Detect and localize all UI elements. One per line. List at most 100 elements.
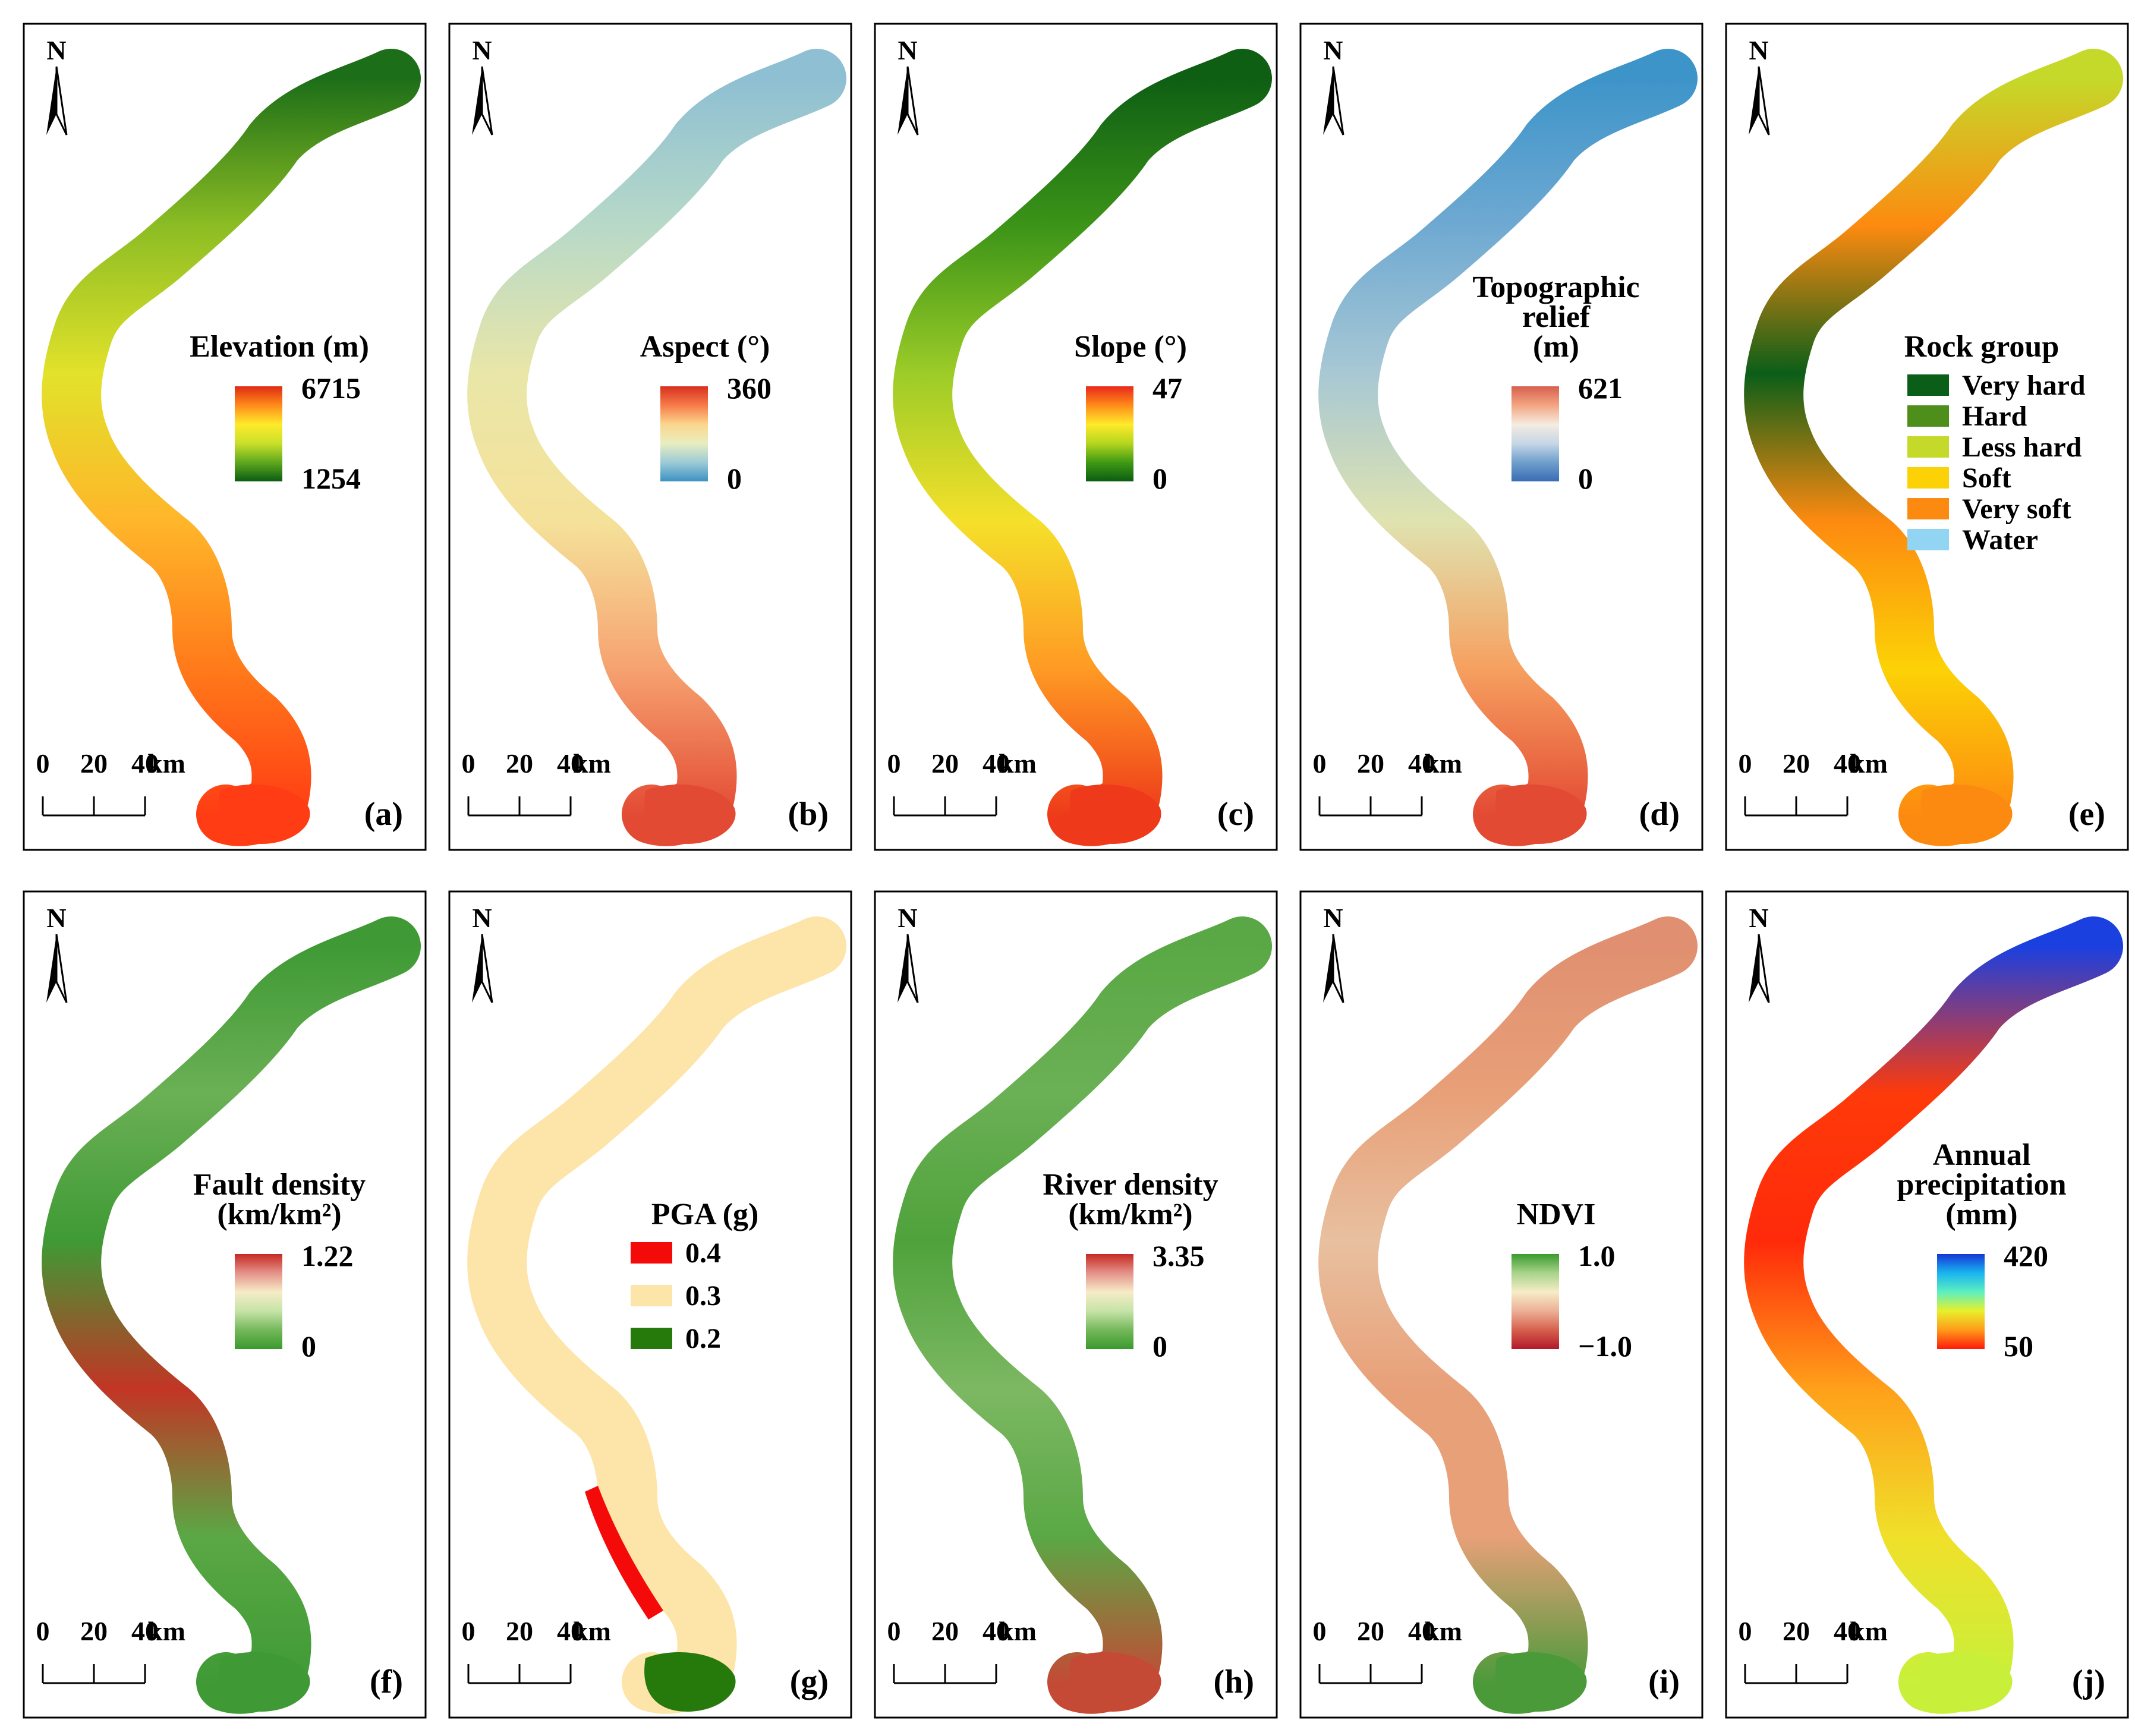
legend-class-label: 0.3 bbox=[685, 1280, 721, 1312]
north-arrow-right bbox=[481, 66, 493, 136]
scale-tick-label: 0 bbox=[887, 748, 901, 779]
north-arrow-icon: N bbox=[1323, 903, 1344, 1003]
legend-max: 360 bbox=[727, 371, 772, 405]
scale-unit: km bbox=[1850, 748, 1888, 779]
legend-class-label: Water bbox=[1962, 524, 2038, 556]
legend-class-label: Less hard bbox=[1962, 431, 2082, 463]
legend-title: precipitation bbox=[1897, 1168, 2066, 1202]
legend-min: 0 bbox=[727, 462, 742, 495]
study-area bbox=[467, 916, 846, 1714]
north-arrow-left bbox=[898, 67, 908, 135]
scale-tick-label: 20 bbox=[506, 748, 533, 779]
corridor-end bbox=[1495, 1652, 1587, 1712]
north-arrow-icon: N bbox=[1749, 903, 1770, 1003]
legend-max: 621 bbox=[1578, 371, 1623, 405]
legend-ramp bbox=[1937, 1254, 1985, 1349]
panel-label: (h) bbox=[1214, 1663, 1254, 1700]
scale-tick-label: 0 bbox=[36, 1616, 50, 1646]
north-label: N bbox=[472, 903, 492, 933]
scale-tick-label: 0 bbox=[462, 748, 476, 779]
legend: Slope (°) 47 0 bbox=[1074, 330, 1187, 495]
legend-max: 47 bbox=[1152, 371, 1182, 405]
legend-min: 0 bbox=[1152, 462, 1167, 495]
corridor-band bbox=[467, 916, 846, 1714]
north-arrow-left bbox=[1323, 67, 1333, 135]
legend-class-label: Very hard bbox=[1962, 370, 2086, 401]
legend-max: 1.22 bbox=[301, 1239, 354, 1272]
study-area bbox=[42, 49, 421, 846]
panel-label: (e) bbox=[2068, 796, 2105, 833]
scale-unit: km bbox=[1424, 748, 1462, 779]
scale-tick-label: 20 bbox=[506, 1616, 533, 1646]
study-area bbox=[467, 49, 846, 846]
study-area bbox=[893, 916, 1272, 1714]
scale-tick-label: 0 bbox=[36, 748, 50, 779]
scale-unit: km bbox=[1424, 1616, 1462, 1646]
north-arrow-left bbox=[898, 934, 908, 1003]
corridor-end bbox=[1070, 1652, 1161, 1712]
scale-unit: km bbox=[147, 1616, 185, 1646]
legend-title: (km/km²) bbox=[1068, 1198, 1192, 1231]
legend: Elevation (m) 6715 1254 bbox=[190, 330, 369, 495]
panel-label: (g) bbox=[790, 1663, 829, 1700]
scale-tick-label: 40 bbox=[983, 748, 1010, 779]
legend-ramp bbox=[660, 386, 708, 481]
north-label: N bbox=[472, 35, 492, 65]
scale-unit: km bbox=[999, 1616, 1037, 1646]
legend-min: 0 bbox=[1152, 1329, 1167, 1363]
scale-tick-label: 20 bbox=[1783, 748, 1810, 779]
scale-tick-label: 20 bbox=[1783, 1616, 1810, 1646]
scale-tick-label: 40 bbox=[131, 748, 159, 779]
panel-label: (c) bbox=[1217, 796, 1254, 833]
legend: NDVI 1.0 −1.0 bbox=[1511, 1198, 1632, 1363]
north-arrow-icon: N bbox=[46, 35, 68, 136]
corridor-band bbox=[1318, 49, 1698, 846]
legend-title: (mm) bbox=[1945, 1198, 2017, 1231]
legend-swatch bbox=[1907, 436, 1949, 458]
north-arrow-right bbox=[1758, 934, 1770, 1003]
north-arrow-right bbox=[1758, 66, 1770, 136]
scale-unit: km bbox=[999, 748, 1037, 779]
legend: Fault density(km/km²) 1.22 0 bbox=[193, 1168, 366, 1363]
corridor-end bbox=[1070, 784, 1161, 844]
scale-unit: km bbox=[1850, 1616, 1888, 1646]
legend: Aspect (°) 360 0 bbox=[640, 330, 772, 495]
legend-max: 3.35 bbox=[1152, 1239, 1205, 1272]
corridor-band bbox=[42, 49, 421, 846]
legend-min: 1254 bbox=[301, 462, 361, 495]
legend-min: 0 bbox=[1578, 462, 1593, 495]
legend-title: Annual bbox=[1933, 1138, 2031, 1172]
panel-label: (i) bbox=[1648, 1663, 1680, 1700]
scale-tick-label: 20 bbox=[80, 1616, 108, 1646]
legend-max: 1.0 bbox=[1578, 1239, 1616, 1272]
legend-swatch bbox=[631, 1328, 672, 1349]
study-area bbox=[1744, 916, 2123, 1714]
corridor-band bbox=[42, 916, 421, 1714]
scale-tick-label: 0 bbox=[887, 1616, 901, 1646]
scale-unit: km bbox=[573, 748, 611, 779]
legend: PGA (g) 0.4 0.3 0.2 bbox=[631, 1198, 758, 1354]
corridor-end bbox=[1921, 1652, 2013, 1712]
corridor-band bbox=[1318, 916, 1698, 1714]
legend: River density(km/km²) 3.35 0 bbox=[1043, 1168, 1218, 1363]
north-label: N bbox=[898, 903, 917, 933]
legend-swatch bbox=[1907, 374, 1949, 396]
panel-label: (f) bbox=[370, 1663, 403, 1700]
north-label: N bbox=[1749, 35, 1768, 65]
legend-swatch bbox=[1907, 498, 1949, 519]
north-arrow-right bbox=[55, 934, 68, 1003]
legend-swatch bbox=[1907, 405, 1949, 427]
